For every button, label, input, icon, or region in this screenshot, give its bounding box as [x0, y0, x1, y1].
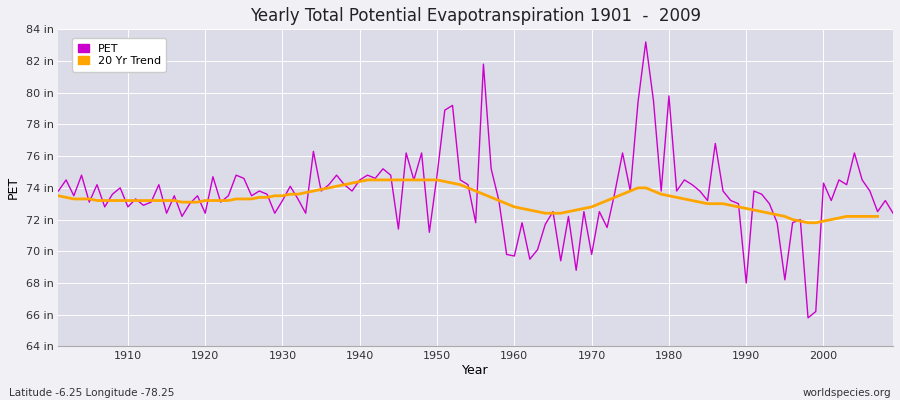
Legend: PET, 20 Yr Trend: PET, 20 Yr Trend: [72, 38, 166, 72]
Y-axis label: PET: PET: [7, 176, 20, 200]
Text: Latitude -6.25 Longitude -78.25: Latitude -6.25 Longitude -78.25: [9, 388, 175, 398]
X-axis label: Year: Year: [463, 364, 489, 377]
Title: Yearly Total Potential Evapotranspiration 1901  -  2009: Yearly Total Potential Evapotranspiratio…: [250, 7, 701, 25]
Text: worldspecies.org: worldspecies.org: [803, 388, 891, 398]
